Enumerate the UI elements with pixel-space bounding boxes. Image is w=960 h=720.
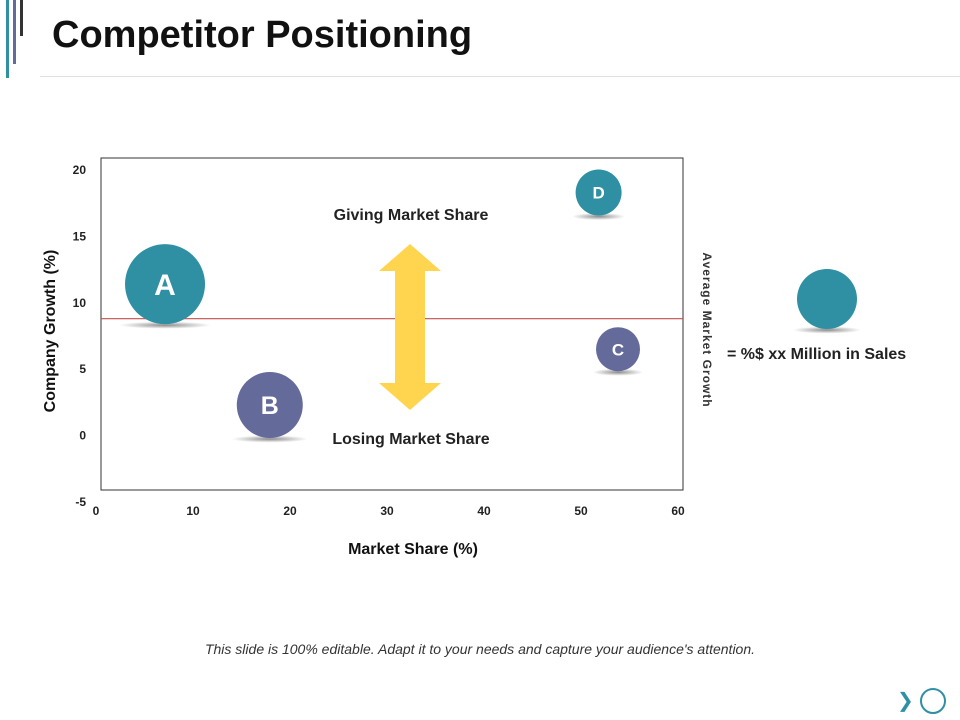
annotation-giving-market-share: Giving Market Share xyxy=(334,207,489,224)
market-share-arrow xyxy=(379,244,441,410)
page-title: Competitor Positioning xyxy=(52,14,473,56)
decor-bar-2 xyxy=(13,0,16,64)
bubble-label: D xyxy=(592,184,604,203)
x-tick-label: 30 xyxy=(380,504,394,518)
x-tick-label: 40 xyxy=(477,504,491,518)
legend-bubble-shadow xyxy=(793,326,861,334)
bubble-c xyxy=(596,327,641,372)
y-tick-label: 20 xyxy=(73,163,87,177)
plot-area xyxy=(100,157,684,491)
bubble-shadow xyxy=(592,368,644,376)
y-tick-label: 10 xyxy=(73,296,87,310)
bubble-label: B xyxy=(261,392,279,420)
bubble-b xyxy=(236,372,303,439)
bubble-shadow xyxy=(572,213,626,221)
bubble-label: A xyxy=(154,269,176,302)
legend-bubble xyxy=(797,269,857,329)
next-slide-chevron-icon[interactable]: ❯ xyxy=(897,688,914,712)
x-axis-label: Market Share (%) xyxy=(348,541,478,558)
decor-bar-3 xyxy=(20,0,23,36)
bubble-shadow xyxy=(119,321,212,329)
decor-bar-1 xyxy=(6,0,9,78)
y-axis-label: Company Growth (%) xyxy=(42,250,59,413)
title-divider xyxy=(40,76,960,77)
x-tick-label: 10 xyxy=(186,504,200,518)
average-growth-label: Average Market Growth xyxy=(700,252,714,407)
bubble-shadow xyxy=(231,435,308,443)
bubble-label: C xyxy=(612,340,624,359)
bubble-a xyxy=(125,244,206,325)
x-tick-label: 50 xyxy=(574,504,588,518)
x-tick-label: 20 xyxy=(283,504,297,518)
annotation-losing-market-share: Losing Market Share xyxy=(332,431,489,448)
y-tick-label: 0 xyxy=(79,429,86,443)
x-tick-label: 60 xyxy=(671,504,685,518)
bubble-d xyxy=(575,169,622,216)
footer-note: This slide is 100% editable. Adapt it to… xyxy=(204,641,756,657)
y-tick-label: 5 xyxy=(79,362,86,376)
x-tick-label: 0 xyxy=(93,504,100,518)
legend-text: = %$ xx Million in Sales xyxy=(727,346,906,363)
y-tick-label: 15 xyxy=(73,229,87,243)
nav-circle-icon[interactable] xyxy=(920,688,946,714)
y-tick-label: -5 xyxy=(75,495,86,509)
